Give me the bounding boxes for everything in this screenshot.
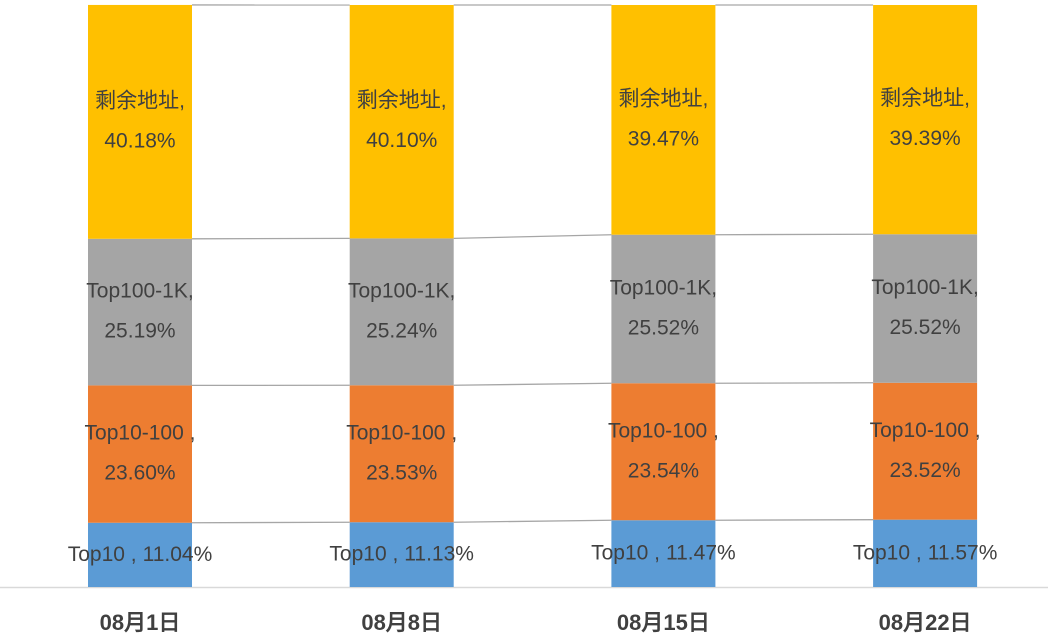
x-tick-label: 08月15日: [617, 610, 710, 635]
data-label-name: Top10 ,: [591, 541, 660, 564]
x-tick-label: 08月22日: [879, 610, 972, 635]
bar-segment: [611, 5, 716, 235]
data-label: Top10 , 11.04%: [68, 542, 213, 565]
series-line: [191, 521, 350, 524]
data-label-name: Top10-100 ,: [346, 421, 457, 444]
data-label-name: Top10-100 ,: [870, 419, 981, 442]
bar-segment: [873, 382, 978, 520]
data-label-name: Top10-100 ,: [85, 422, 196, 445]
bar-segment: [349, 238, 454, 386]
data-label-name: 剩余地址,: [618, 87, 708, 110]
data-label: Top10 , 11.57%: [853, 541, 998, 564]
data-label-value: 40.10%: [366, 129, 437, 152]
series-line: [453, 519, 612, 523]
bar-segment: [873, 519, 978, 587]
data-label-name: Top100-1K,: [348, 279, 455, 302]
data-label-name: Top100-1K,: [610, 277, 717, 300]
data-label-value: 25.52%: [889, 316, 960, 339]
bar-segment: [349, 522, 454, 587]
bar-segment: [349, 5, 454, 239]
data-label-name: Top100-1K,: [871, 276, 978, 299]
data-label-value: 40.18%: [104, 129, 175, 152]
data-label-value: 23.53%: [366, 461, 437, 484]
data-label-value: 25.24%: [366, 319, 437, 342]
bar-segment: [611, 383, 716, 521]
bar-segment: [349, 385, 454, 523]
series-line: [715, 519, 874, 521]
bar-segment: [88, 4, 192, 239]
data-label-value: 11.13%: [404, 542, 474, 565]
bar-segment: [88, 238, 192, 386]
data-label-value: 23.52%: [889, 459, 960, 482]
bar-segment: [88, 385, 192, 523]
data-label-name: Top100-1K,: [86, 280, 193, 303]
bar-segment: [873, 234, 978, 383]
data-label-name: 剩余地址,: [880, 87, 970, 110]
series-line: [453, 382, 612, 386]
data-label-name: 剩余地址,: [95, 89, 185, 112]
data-label-name: Top10 ,: [853, 541, 922, 564]
data-label-value: 23.60%: [104, 462, 175, 485]
data-label: Top10 , 11.47%: [591, 541, 736, 564]
data-label-value: 25.52%: [628, 317, 699, 340]
data-label-value: 23.54%: [628, 459, 699, 482]
data-label-name: Top10-100 ,: [608, 419, 719, 442]
data-label-name: Top10 ,: [329, 542, 398, 565]
series-line: [453, 234, 612, 240]
bar-segment: [611, 520, 716, 587]
data-label-value: 39.47%: [628, 127, 699, 150]
data-label-name: Top10 ,: [68, 542, 137, 565]
x-tick-label: 08月8日: [361, 610, 442, 635]
bar-segment: [873, 5, 978, 235]
data-label-value: 25.19%: [104, 320, 175, 343]
x-tick-label: 08月1日: [100, 610, 181, 635]
bar-segment: [611, 234, 716, 384]
data-label-value: 11.04%: [143, 542, 213, 565]
data-label: Top10 , 11.13%: [329, 542, 474, 565]
bar-segment: [88, 522, 192, 587]
data-label-name: 剩余地址,: [357, 89, 447, 112]
data-label-value: 11.47%: [666, 541, 736, 564]
data-label-value: 11.57%: [928, 541, 998, 564]
data-label-value: 39.39%: [889, 127, 960, 150]
